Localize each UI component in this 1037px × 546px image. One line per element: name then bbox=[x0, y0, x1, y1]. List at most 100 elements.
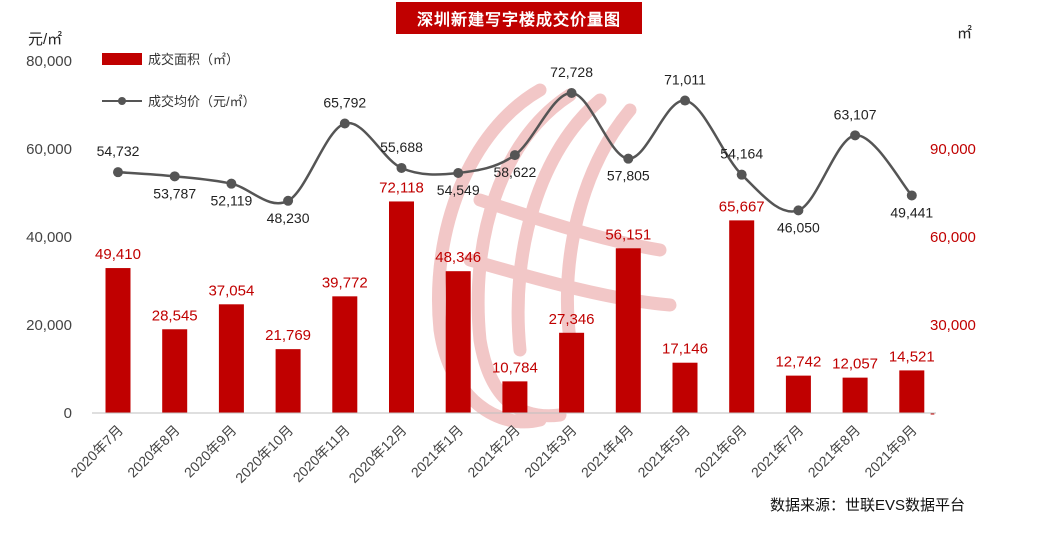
watermark-stroke-3 bbox=[561, 103, 637, 347]
price-point bbox=[339, 118, 350, 129]
left-tick-label: 0 bbox=[64, 405, 72, 422]
legend-line-swatch bbox=[102, 95, 142, 107]
right-tick-label: 60,000 bbox=[930, 229, 976, 246]
legend-item-price: 成交均价（元/㎡） bbox=[102, 91, 256, 110]
bar bbox=[842, 377, 868, 413]
left-axis: 0 20,000 40,000 60,000 80,000 bbox=[26, 53, 72, 422]
legend-bar-swatch bbox=[102, 52, 142, 65]
price-point bbox=[169, 171, 180, 182]
line-labels: 54,732 53,787 52,119 48,230 65,792 55,688 54,5… bbox=[97, 64, 934, 235]
left-axis-unit: 元/㎡ bbox=[28, 31, 63, 48]
bar bbox=[559, 332, 585, 413]
line-series bbox=[113, 87, 917, 216]
bar bbox=[332, 296, 358, 413]
price-point bbox=[226, 178, 237, 189]
left-tick-label: 40,000 bbox=[26, 229, 72, 246]
price-point bbox=[113, 167, 123, 178]
bar bbox=[389, 201, 414, 413]
bar-label: 21,769 bbox=[265, 327, 311, 344]
price-point bbox=[509, 150, 520, 161]
watermark-stroke-2 bbox=[511, 93, 607, 357]
price-label: 54,549 bbox=[437, 182, 480, 198]
x-tick-label: 2020年11月 bbox=[290, 422, 353, 485]
x-tick-label: 2021年3月 bbox=[521, 422, 580, 481]
price-label: 53,787 bbox=[153, 185, 196, 201]
bar-label: 10,784 bbox=[492, 359, 538, 376]
x-tick-label: 2020年12月 bbox=[345, 422, 409, 486]
price-point bbox=[736, 169, 747, 180]
bar-label: 65,667 bbox=[719, 198, 765, 215]
chart-title: 深圳新建写字楼成交价量图 bbox=[396, 2, 642, 34]
x-tick-label: 2021年9月 bbox=[861, 422, 920, 481]
right-tick-label: 90,000 bbox=[930, 141, 976, 158]
price-point bbox=[906, 190, 917, 201]
price-label: 52,119 bbox=[211, 193, 253, 209]
bar-label: 56,151 bbox=[605, 226, 651, 243]
watermark-stroke-5 bbox=[463, 253, 677, 312]
price-point bbox=[623, 153, 634, 164]
bar-label: 39,772 bbox=[322, 274, 368, 291]
price-point bbox=[283, 195, 294, 206]
x-tick-label: 2021年2月 bbox=[464, 422, 523, 481]
price-point bbox=[680, 95, 690, 106]
bar bbox=[162, 329, 188, 413]
bar bbox=[502, 381, 528, 413]
bar bbox=[218, 304, 244, 413]
x-tick-label: 2021年1月 bbox=[408, 422, 467, 481]
price-point bbox=[566, 87, 577, 98]
data-source: 数据来源：世联EVS数据平台 bbox=[770, 497, 966, 514]
bar bbox=[615, 248, 641, 413]
x-tick-label: 2020年7月 bbox=[67, 422, 126, 481]
bar-label: 27,346 bbox=[549, 311, 595, 328]
price-label: 58,622 bbox=[493, 164, 536, 180]
price-point bbox=[793, 205, 804, 216]
bar bbox=[729, 220, 755, 413]
legend-label-area: 成交面积（㎡） bbox=[148, 52, 240, 67]
price-label: 49,441 bbox=[890, 204, 933, 220]
x-tick-label: 2021年4月 bbox=[578, 422, 637, 481]
left-tick-label: 60,000 bbox=[26, 141, 72, 158]
watermark-stroke-4 bbox=[473, 193, 667, 257]
price-label: 65,792 bbox=[323, 95, 366, 111]
bar-labels: 49,410 28,545 37,054 21,769 39,772 72,118 48,3… bbox=[95, 179, 935, 376]
bar-series bbox=[105, 201, 925, 413]
bar-label: 12,742 bbox=[775, 354, 821, 371]
x-tick-label: 2021年5月 bbox=[634, 422, 693, 481]
bar-label: 37,054 bbox=[208, 282, 254, 299]
price-point bbox=[850, 130, 861, 141]
price-label: 54,164 bbox=[720, 146, 763, 162]
left-tick-label: 20,000 bbox=[26, 317, 72, 334]
price-label: 71,011 bbox=[664, 72, 706, 88]
bar-label: 72,118 bbox=[379, 179, 424, 196]
legend-label-price: 成交均价（元/㎡） bbox=[148, 94, 256, 109]
bar bbox=[275, 349, 301, 413]
x-tick-label: 2020年10月 bbox=[232, 422, 296, 486]
x-tick-label: 2020年8月 bbox=[124, 422, 183, 481]
price-point bbox=[453, 167, 464, 178]
right-tick-label: 30,000 bbox=[930, 317, 976, 334]
right-axis-unit: ㎡ bbox=[957, 25, 973, 42]
bar bbox=[105, 268, 131, 413]
left-tick-label: 80,000 bbox=[26, 53, 72, 70]
x-tick-label: 2021年8月 bbox=[805, 422, 864, 481]
bar bbox=[445, 271, 471, 413]
bar-label: 17,146 bbox=[662, 341, 708, 358]
price-label: 48,230 bbox=[267, 210, 310, 226]
price-label: 57,805 bbox=[607, 168, 650, 184]
watermark-stroke-0 bbox=[432, 83, 547, 429]
bar-label: 28,545 bbox=[152, 307, 198, 324]
bar bbox=[785, 375, 811, 413]
bar-label: 49,410 bbox=[95, 246, 141, 263]
bar-label: 12,057 bbox=[832, 356, 878, 373]
bar-label: 14,521 bbox=[889, 348, 935, 365]
x-tick-label: 2021年6月 bbox=[691, 422, 750, 481]
price-label: 46,050 bbox=[777, 219, 820, 235]
price-label: 72,728 bbox=[550, 64, 593, 80]
bar bbox=[672, 362, 698, 413]
price-label: 54,732 bbox=[97, 143, 140, 159]
x-tick-label: 2020年9月 bbox=[181, 422, 240, 481]
bar bbox=[899, 370, 925, 413]
price-line bbox=[117, 91, 913, 213]
